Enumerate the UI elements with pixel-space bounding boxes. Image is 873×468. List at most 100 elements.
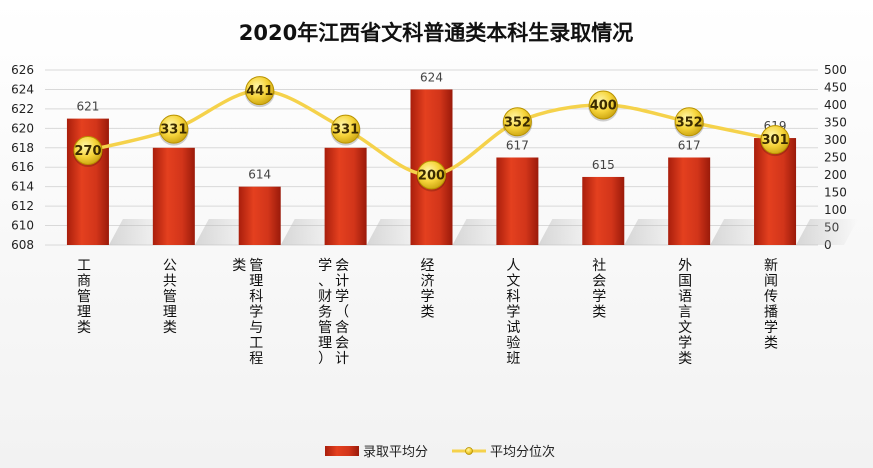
bar	[152, 147, 195, 245]
rank-value-label: 352	[676, 115, 703, 130]
rank-marker	[159, 114, 189, 144]
bar	[668, 157, 711, 245]
category-char: 工	[77, 258, 91, 274]
left-tick-label: 610	[11, 219, 34, 233]
left-tick-label: 620	[11, 121, 34, 135]
rank-marker	[760, 125, 790, 155]
legend-label-bar: 录取平均分	[363, 445, 428, 460]
left-axis-ticks: 608 610 612 614 616 618 620 622 624 626	[11, 63, 34, 252]
category-char: 学	[335, 289, 349, 305]
category-char: 类	[421, 305, 435, 321]
right-tick-label: 150	[824, 186, 847, 200]
rank-value-label: 270	[74, 144, 101, 159]
category-char: 管	[77, 289, 91, 305]
category-char: 文	[506, 274, 520, 290]
category-char: 类	[232, 258, 246, 274]
bar-value-label: 614	[248, 168, 271, 182]
category-char: 理	[163, 305, 177, 321]
rank-marker	[73, 136, 103, 165]
rank-value-label: 400	[590, 99, 617, 114]
category-char: 财	[318, 289, 332, 305]
category-char: 类	[678, 351, 692, 367]
category-char: 学	[318, 258, 332, 274]
category-char: 学	[249, 305, 263, 321]
category-char: 公	[163, 258, 177, 274]
category-char: 务	[318, 305, 332, 321]
category-char: 济	[421, 274, 435, 290]
rank-marker	[674, 107, 704, 137]
category-char: 与	[249, 320, 263, 336]
right-tick-label: 250	[824, 151, 847, 165]
left-tick-label: 626	[11, 63, 34, 77]
left-tick-label: 614	[11, 180, 34, 194]
category-char: 共	[163, 274, 177, 290]
category-char: 理	[249, 274, 263, 290]
category-char: 科	[249, 289, 263, 305]
category-char: 程	[249, 351, 263, 367]
category-char: 含	[335, 320, 349, 336]
left-tick-label: 608	[11, 238, 34, 252]
chart-title: 2020年江西省文科普通类本科生录取情况	[239, 21, 633, 45]
category-char: 管	[249, 258, 263, 274]
category-char: 管	[318, 320, 332, 336]
category-char: 学	[678, 336, 692, 352]
legend-swatch-marker	[465, 447, 473, 455]
rank-value-label: 301	[761, 133, 788, 148]
rank-marker	[417, 160, 446, 190]
category-char: 播	[764, 305, 778, 321]
category-char: 新	[764, 258, 778, 274]
bar	[238, 186, 281, 245]
rank-value-label: 331	[160, 123, 187, 138]
category-char: 学	[506, 305, 520, 321]
bar	[496, 157, 539, 245]
bar-value-label: 615	[592, 158, 615, 172]
category-char: 理	[77, 305, 91, 321]
category-char: 、	[318, 274, 332, 290]
legend: 录取平均分 平均分位次	[325, 444, 555, 460]
right-tick-label: 450	[824, 81, 847, 95]
category-char: 外	[678, 258, 692, 274]
bar	[582, 176, 625, 245]
rank-marker	[588, 90, 618, 120]
category-char: 工	[249, 336, 263, 352]
right-tick-label: 350	[824, 116, 847, 130]
category-char: 学	[421, 289, 435, 305]
category-char: 社	[592, 258, 606, 274]
category-char: 类	[77, 320, 91, 336]
bar-value-label: 617	[506, 139, 529, 153]
category-char: 语	[678, 289, 692, 305]
category-char: 类	[764, 336, 778, 352]
category-char: 文	[678, 320, 692, 336]
category-char: 经	[421, 258, 435, 274]
right-tick-label: 400	[824, 98, 847, 112]
bars: 621618614618624617615617619	[66, 70, 859, 245]
right-tick-label: 200	[824, 168, 847, 182]
bar-value-label: 621	[76, 100, 99, 114]
rank-line: 270 331 441 331 200 352 400 352 301	[72, 76, 791, 192]
category-char: 科	[506, 289, 520, 305]
category-char: 商	[77, 274, 91, 290]
category-char: 理	[318, 336, 332, 352]
category-char: 班	[506, 351, 520, 367]
left-tick-label: 622	[11, 102, 34, 116]
category-char: 闻	[764, 274, 778, 290]
category-char: 学	[764, 320, 778, 336]
right-tick-label: 500	[824, 63, 847, 77]
category-char: 试	[506, 320, 520, 336]
category-char: 验	[506, 336, 520, 352]
left-tick-label: 616	[11, 160, 34, 174]
rank-marker	[502, 107, 532, 137]
rank-value-label: 331	[332, 123, 359, 138]
category-char: 类	[592, 305, 606, 321]
left-tick-label: 624	[11, 82, 34, 96]
legend-swatch-bar	[325, 446, 359, 456]
category-char: 学	[592, 289, 606, 305]
rank-marker	[331, 114, 361, 144]
